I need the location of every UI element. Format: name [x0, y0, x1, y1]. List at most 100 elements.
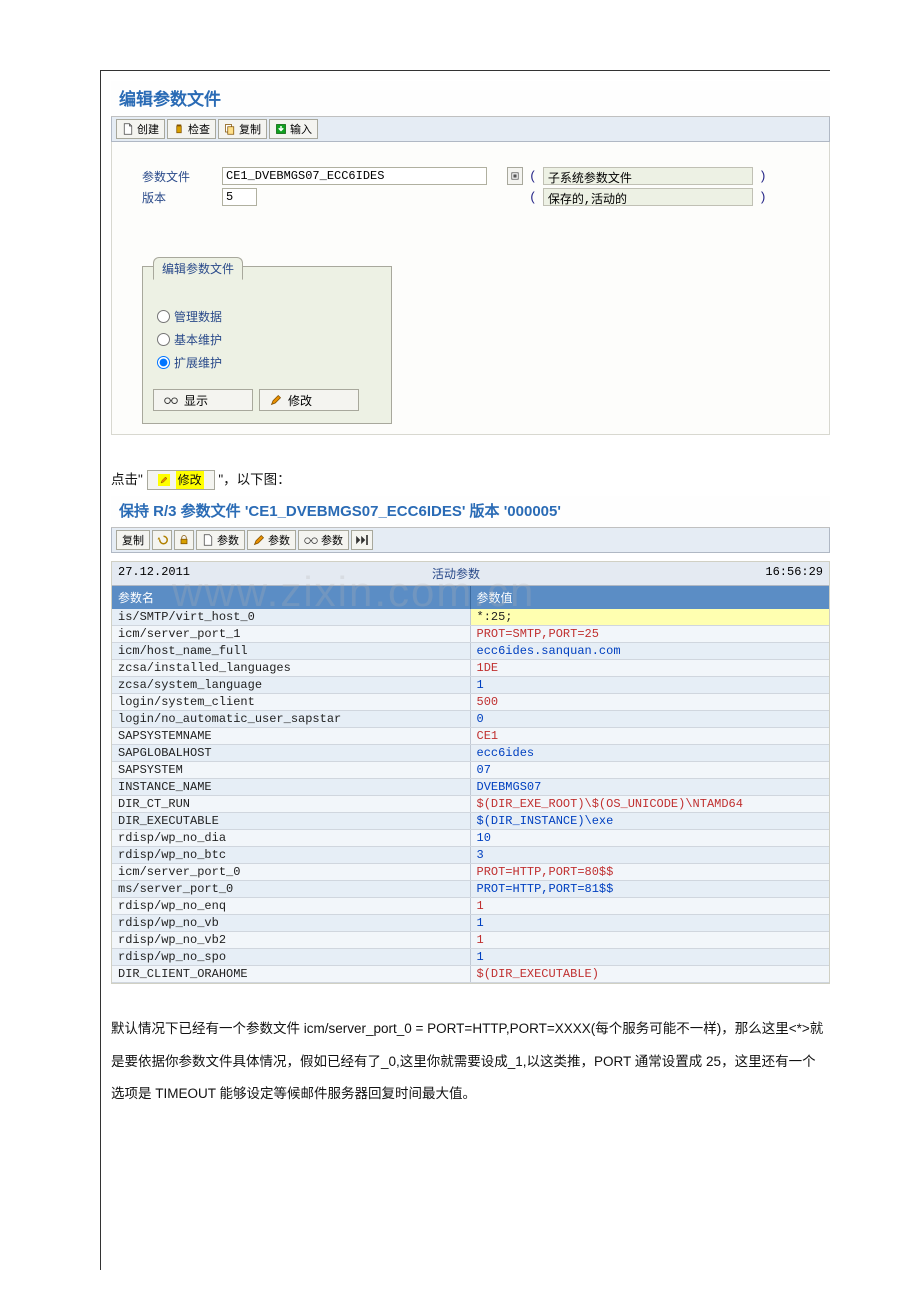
param-name: DIR_CT_RUN: [112, 796, 471, 812]
param-value: 500: [471, 694, 830, 710]
radio-extended-input[interactable]: [157, 356, 170, 369]
glasses-icon: [304, 535, 318, 545]
param-new-button[interactable]: 参数: [196, 530, 245, 550]
table-row[interactable]: rdisp/wp_no_btc3: [112, 847, 829, 864]
radio-extended-label: 扩展维护: [174, 354, 222, 371]
param-value: CE1: [471, 728, 830, 744]
table-row[interactable]: SAPGLOBALHOSTecc6ides: [112, 745, 829, 762]
check-icon: [173, 123, 185, 135]
create-button[interactable]: 创建: [116, 119, 165, 139]
radio-extended[interactable]: 扩展维护: [157, 354, 377, 371]
param-name: icm/server_port_1: [112, 626, 471, 642]
table-row[interactable]: rdisp/wp_no_enq1: [112, 898, 829, 915]
param-value: 0: [471, 711, 830, 727]
document-icon: [122, 123, 134, 135]
display-label: 显示: [184, 392, 208, 409]
version-input[interactable]: [222, 188, 257, 206]
radio-basic-input[interactable]: [157, 333, 170, 346]
inline-modify-button: 修改: [147, 470, 215, 490]
radio-basic[interactable]: 基本维护: [157, 331, 377, 348]
table-row[interactable]: zcsa/system_language1: [112, 677, 829, 694]
param-name: zcsa/system_language: [112, 677, 471, 693]
table-row[interactable]: SAPSYSTEMNAMECE1: [112, 728, 829, 745]
param-name: ms/server_port_0: [112, 881, 471, 897]
undo-button[interactable]: [152, 530, 172, 550]
import-button[interactable]: 输入: [269, 119, 318, 139]
modify-button[interactable]: 修改: [259, 389, 359, 411]
param-name: SAPSYSTEM: [112, 762, 471, 778]
param-name: INSTANCE_NAME: [112, 779, 471, 795]
param-value: 07: [471, 762, 830, 778]
f4-help-button[interactable]: [507, 167, 523, 185]
table-row[interactable]: rdisp/wp_no_dia10: [112, 830, 829, 847]
table-row[interactable]: rdisp/wp_no_spo1: [112, 949, 829, 966]
param-value: $(DIR_INSTANCE)\exe: [471, 813, 830, 829]
param-name: rdisp/wp_no_dia: [112, 830, 471, 846]
table-row[interactable]: SAPSYSTEM07: [112, 762, 829, 779]
f4-icon: [511, 172, 519, 180]
table-row[interactable]: DIR_CT_RUN$(DIR_EXE_ROOT)\$(OS_UNICODE)\…: [112, 796, 829, 813]
param-value: DVEBMGS07: [471, 779, 830, 795]
check-button[interactable]: 检查: [167, 119, 216, 139]
table-row[interactable]: rdisp/wp_no_vb21: [112, 932, 829, 949]
parameter-table: www.zixin.com.cn 27.12.2011 活动参数 16:56:2…: [111, 561, 830, 984]
param-value: 3: [471, 847, 830, 863]
table-row[interactable]: icm/server_port_1PROT=SMTP,PORT=25: [112, 626, 829, 643]
forward-icon: [355, 535, 369, 545]
radio-admin-input[interactable]: [157, 310, 170, 323]
profile-file-label: 参数文件: [142, 168, 222, 185]
pencil-icon: [270, 394, 282, 406]
radio-admin-label: 管理数据: [174, 308, 222, 325]
param-name: icm/host_name_full: [112, 643, 471, 659]
table-date: 27.12.2011: [112, 562, 312, 585]
table-row[interactable]: DIR_EXECUTABLE$(DIR_INSTANCE)\exe: [112, 813, 829, 830]
maintain-profile-screen: 保持 R/3 参数文件 'CE1_DVEBMGS07_ECC6IDES' 版本 …: [111, 496, 830, 984]
last-page-button[interactable]: [351, 530, 373, 550]
display-button[interactable]: 显示: [153, 389, 253, 411]
footer-text: 默认情况下已经有一个参数文件 icm/server_port_0 = PORT=…: [111, 999, 830, 1110]
profile-type-field: 子系统参数文件: [543, 167, 753, 185]
table-row[interactable]: is/SMTP/virt_host_0*:25;: [112, 609, 829, 626]
param-value: ecc6ides.sanquan.com: [471, 643, 830, 659]
table-row[interactable]: icm/host_name_fullecc6ides.sanquan.com: [112, 643, 829, 660]
table-row[interactable]: INSTANCE_NAMEDVEBMGS07: [112, 779, 829, 796]
param-value: 1: [471, 949, 830, 965]
param-name: SAPGLOBALHOST: [112, 745, 471, 761]
import-label: 输入: [290, 121, 312, 137]
param-view-button[interactable]: 参数: [298, 530, 349, 550]
import-icon: [275, 123, 287, 135]
col-value: 参数值: [471, 586, 830, 609]
profile-file-input[interactable]: [222, 167, 487, 185]
copy-label-2: 复制: [122, 532, 144, 548]
copy-button-2[interactable]: 复制: [116, 530, 150, 550]
table-row[interactable]: ms/server_port_0PROT=HTTP,PORT=81$$: [112, 881, 829, 898]
col-name: 参数名: [112, 586, 471, 609]
open-paren: (: [523, 169, 543, 184]
page-title-2: 保持 R/3 参数文件 'CE1_DVEBMGS07_ECC6IDES' 版本 …: [111, 496, 830, 528]
param-edit-button[interactable]: 参数: [247, 530, 296, 550]
table-row[interactable]: zcsa/installed_languages1DE: [112, 660, 829, 677]
param-name: zcsa/installed_languages: [112, 660, 471, 676]
param-value: 1DE: [471, 660, 830, 676]
instruction-text: 点击" 修改 "，以下图：: [111, 450, 830, 496]
radio-admin[interactable]: 管理数据: [157, 308, 377, 325]
table-header: 参数名 参数值: [112, 586, 829, 609]
table-row[interactable]: rdisp/wp_no_vb1: [112, 915, 829, 932]
toolbar: 创建 检查 复制 输入: [111, 117, 830, 142]
table-row[interactable]: login/no_automatic_user_sapstar0: [112, 711, 829, 728]
open-paren2: (: [523, 190, 543, 205]
edit-mode-group: 编辑参数文件 管理数据 基本维护 扩展维护 显示: [142, 266, 392, 424]
status-field: 保存的,活动的: [543, 188, 753, 206]
lock-button[interactable]: [174, 530, 194, 550]
document-icon: [202, 534, 214, 546]
table-row[interactable]: login/system_client500: [112, 694, 829, 711]
radio-basic-label: 基本维护: [174, 331, 222, 348]
param-name: rdisp/wp_no_enq: [112, 898, 471, 914]
pencil-icon: [158, 474, 170, 486]
copy-button[interactable]: 复制: [218, 119, 267, 139]
param-value: PROT=SMTP,PORT=25: [471, 626, 830, 642]
table-row[interactable]: icm/server_port_0PROT=HTTP,PORT=80$$: [112, 864, 829, 881]
param-name: login/system_client: [112, 694, 471, 710]
table-row[interactable]: DIR_CLIENT_ORAHOME$(DIR_EXECUTABLE): [112, 966, 829, 983]
create-label: 创建: [137, 121, 159, 137]
